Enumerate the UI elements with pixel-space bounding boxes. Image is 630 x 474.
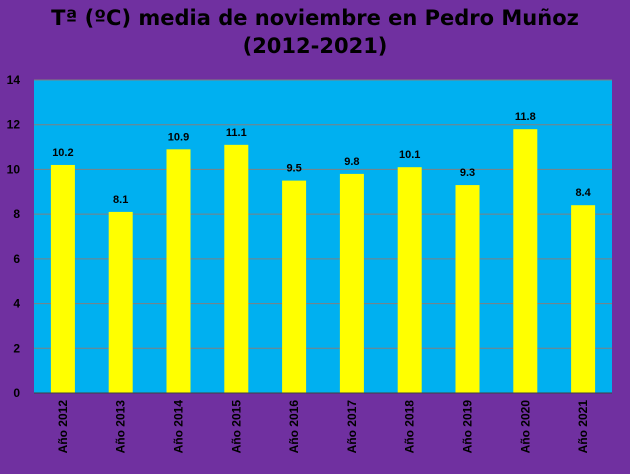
data-label: 8.1 <box>113 194 128 206</box>
data-label: 9.8 <box>344 156 359 168</box>
bar <box>108 211 133 393</box>
x-tick-label: Año 2021 <box>576 400 590 454</box>
data-label: 10.2 <box>52 147 73 159</box>
y-tick-label: 6 <box>13 252 20 266</box>
y-tick-label: 2 <box>13 341 20 355</box>
data-label: 9.5 <box>286 163 301 175</box>
bar <box>224 144 249 393</box>
x-tick-label: Año 2018 <box>403 400 417 454</box>
data-label: 10.1 <box>399 149 420 161</box>
bar <box>50 164 75 393</box>
chart-title-line-1: Tª (ºC) media de noviembre en Pedro Muño… <box>51 6 579 30</box>
bar <box>166 149 191 393</box>
data-label: 9.3 <box>460 167 475 179</box>
data-label: 8.4 <box>575 187 591 199</box>
y-tick-label: 10 <box>7 162 21 176</box>
y-tick-label: 12 <box>7 118 21 132</box>
x-tick-label: Año 2016 <box>287 400 301 454</box>
data-label: 10.9 <box>168 131 189 143</box>
bar <box>282 180 307 393</box>
x-tick-label: Año 2015 <box>229 400 243 454</box>
y-tick-label: 0 <box>13 386 20 400</box>
bar <box>455 185 480 393</box>
x-tick-label: Año 2017 <box>345 400 359 454</box>
x-tick-label: Año 2014 <box>172 400 186 454</box>
data-label: 11.8 <box>515 111 536 123</box>
y-tick-label: 14 <box>7 73 21 87</box>
data-label: 11.1 <box>226 127 247 139</box>
bar <box>513 129 538 393</box>
x-tick-label: Año 2013 <box>114 400 128 454</box>
bar <box>397 167 422 393</box>
x-tick-label: Año 2020 <box>518 400 532 454</box>
y-tick-label: 8 <box>13 207 20 221</box>
bar <box>339 173 364 393</box>
x-tick-label: Año 2012 <box>56 400 70 454</box>
chart-title-line-2: (2012-2021) <box>242 34 388 58</box>
y-tick-label: 4 <box>13 297 20 311</box>
x-tick-label: Año 2019 <box>461 400 475 454</box>
bar <box>571 205 596 393</box>
